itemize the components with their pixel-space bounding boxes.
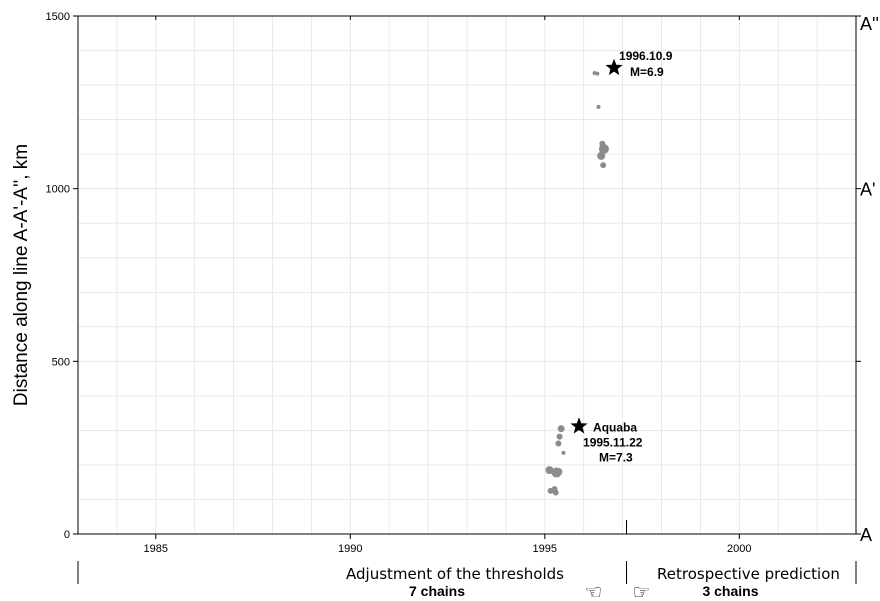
event-date: 1996.10.9 xyxy=(619,49,673,63)
line-marker-label: A'' xyxy=(860,14,879,34)
event-magnitude: M=7.3 xyxy=(599,450,633,464)
x-tick-label: 1990 xyxy=(338,543,362,555)
x-tick-labels: 1985 1990 1995 2000 xyxy=(144,543,752,555)
plot-frame xyxy=(77,15,857,535)
grid xyxy=(77,16,857,534)
data-point xyxy=(598,143,609,154)
line-marker-label: A xyxy=(860,525,872,545)
data-point xyxy=(551,486,558,493)
hand-pointing-left-icon: ☜ xyxy=(584,580,602,601)
data-points xyxy=(545,70,609,496)
data-point xyxy=(557,425,565,433)
event-star xyxy=(570,417,588,434)
y-axis-label: Distance along line A-A'-A'', km xyxy=(11,144,32,406)
data-point xyxy=(597,151,606,160)
data-point xyxy=(561,450,566,455)
x-tick-label: 2000 xyxy=(727,543,751,555)
y-tick-labels: 0 500 1000 1500 xyxy=(46,11,70,541)
y-tick-label: 0 xyxy=(64,529,70,541)
line-marker-label: A' xyxy=(860,180,875,200)
data-point xyxy=(596,104,601,109)
data-point xyxy=(600,162,607,169)
hand-pointing-right-icon: ☞ xyxy=(632,580,650,601)
y-tick-label: 500 xyxy=(52,356,70,368)
x-tick-label: 1995 xyxy=(533,543,557,555)
y-tick-label: 1500 xyxy=(46,11,70,23)
event-star xyxy=(605,58,623,76)
data-point xyxy=(556,433,563,440)
phase-count: 7 chains xyxy=(409,583,465,599)
phase-label: Retrospective prediction xyxy=(657,565,840,583)
event-name: Aquaba xyxy=(593,420,637,434)
y-tick-label: 1000 xyxy=(46,184,70,196)
event-magnitude: M=6.9 xyxy=(630,65,664,79)
phase-label: Adjustment of the thresholds xyxy=(346,565,564,583)
x-tick-label: 1985 xyxy=(144,543,168,555)
data-point xyxy=(555,440,562,447)
data-point xyxy=(545,466,554,475)
axis-ticks xyxy=(73,15,861,539)
phase-count: 3 chains xyxy=(702,583,758,599)
event-date: 1995.11.22 xyxy=(583,435,643,449)
data-point xyxy=(595,71,600,76)
line-markers: A A' A'' xyxy=(860,14,879,545)
data-point xyxy=(554,467,563,476)
